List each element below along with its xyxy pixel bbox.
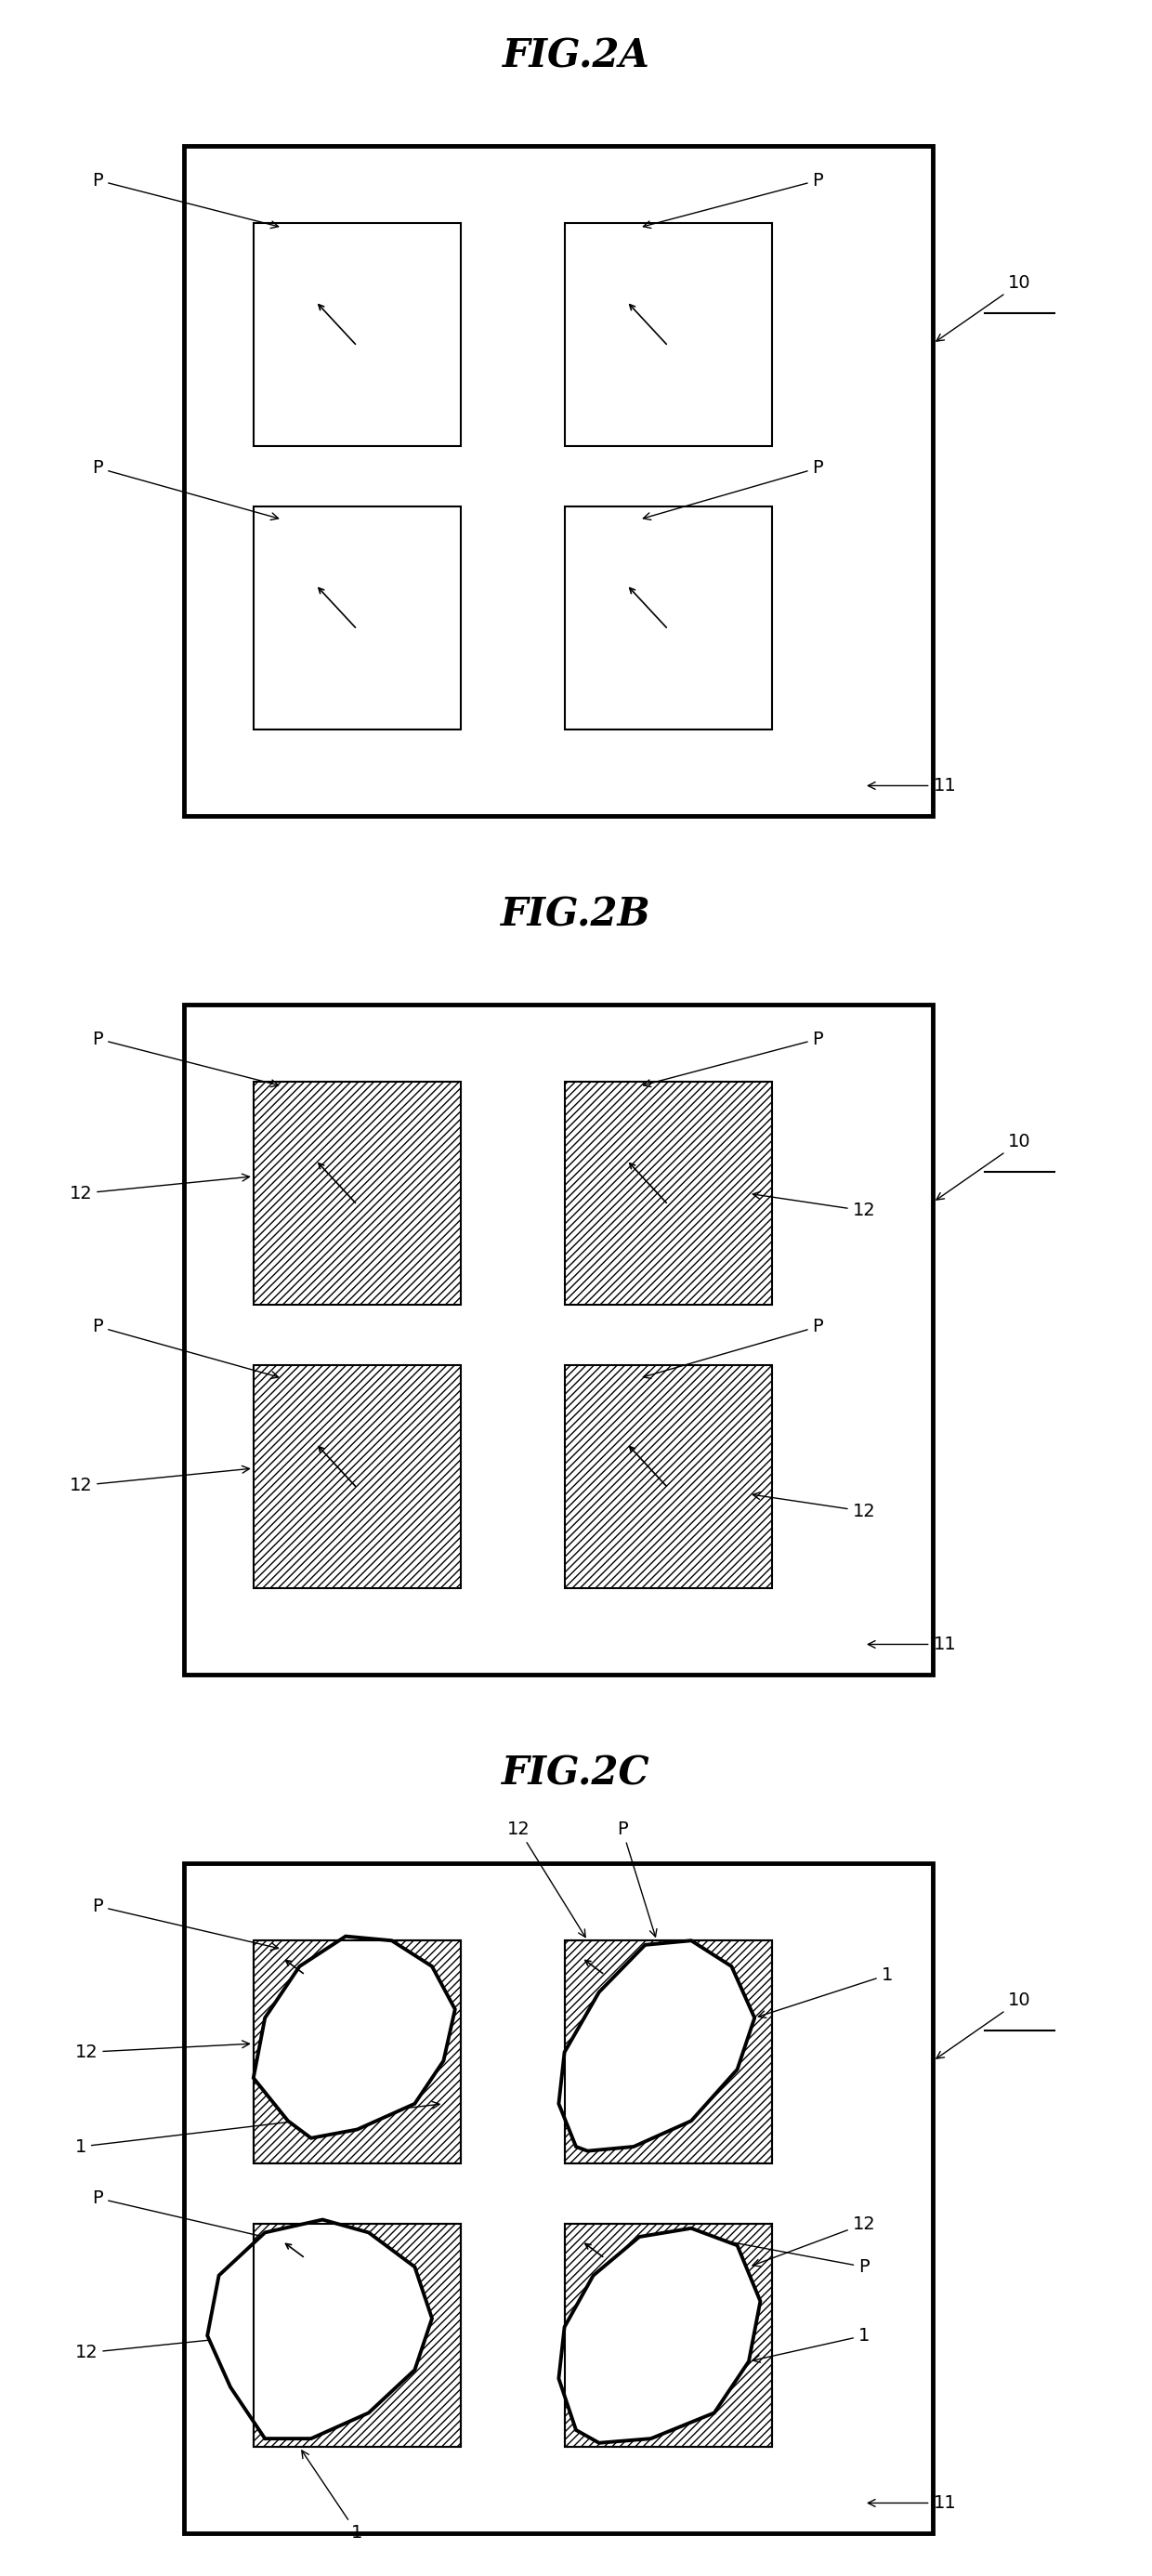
Text: FIG.2A: FIG.2A: [502, 36, 650, 75]
Bar: [253, 224, 461, 446]
Text: P: P: [643, 1319, 824, 1378]
Text: P: P: [643, 1030, 824, 1087]
Text: 11: 11: [867, 778, 956, 793]
Text: 12: 12: [75, 2334, 250, 2362]
Text: P: P: [643, 459, 824, 520]
Text: 1: 1: [758, 1965, 893, 2017]
Text: P: P: [92, 173, 279, 229]
Text: 12: 12: [752, 1193, 876, 1218]
Text: 1: 1: [752, 2326, 870, 2362]
Text: P: P: [616, 1821, 657, 1937]
Text: 12: 12: [752, 2215, 876, 2267]
Bar: [564, 1365, 772, 1589]
Bar: [564, 1940, 772, 2164]
Bar: [253, 1082, 461, 1306]
Polygon shape: [559, 1940, 755, 2151]
Text: 10: 10: [937, 1991, 1031, 2058]
Polygon shape: [253, 1937, 455, 2138]
Bar: [564, 507, 772, 729]
Text: P: P: [92, 1319, 279, 1378]
Text: P: P: [643, 173, 824, 229]
Text: 11: 11: [867, 2494, 956, 2512]
Bar: [564, 224, 772, 446]
Text: FIG.2B: FIG.2B: [501, 894, 651, 935]
Text: 10: 10: [937, 1133, 1031, 1200]
Text: 12: 12: [75, 2040, 250, 2061]
Text: 12: 12: [69, 1466, 250, 1494]
Bar: [184, 147, 933, 817]
Bar: [253, 1940, 461, 2164]
Bar: [253, 1365, 461, 1589]
Bar: [564, 1082, 772, 1306]
Bar: [253, 2223, 461, 2447]
Bar: [184, 1005, 933, 1674]
Bar: [253, 1940, 461, 2164]
Text: P: P: [706, 2236, 870, 2275]
Bar: [564, 2223, 772, 2447]
Text: 1: 1: [75, 2102, 440, 2156]
Polygon shape: [207, 2221, 432, 2439]
Text: FIG.2C: FIG.2C: [502, 1754, 650, 1793]
Bar: [564, 2223, 772, 2447]
Text: P: P: [92, 1030, 279, 1087]
Bar: [253, 2223, 461, 2447]
Text: 10: 10: [937, 276, 1031, 340]
Bar: [184, 1862, 933, 2532]
Text: P: P: [92, 2190, 279, 2241]
Text: P: P: [92, 1899, 279, 1950]
Text: 12: 12: [69, 1175, 250, 1203]
Text: 1: 1: [302, 2450, 363, 2543]
Text: 12: 12: [507, 1821, 585, 1937]
Bar: [253, 507, 461, 729]
Text: 12: 12: [752, 1492, 876, 1520]
Polygon shape: [559, 2228, 760, 2442]
Text: 11: 11: [867, 1636, 956, 1654]
Text: P: P: [92, 459, 279, 520]
Bar: [564, 1940, 772, 2164]
